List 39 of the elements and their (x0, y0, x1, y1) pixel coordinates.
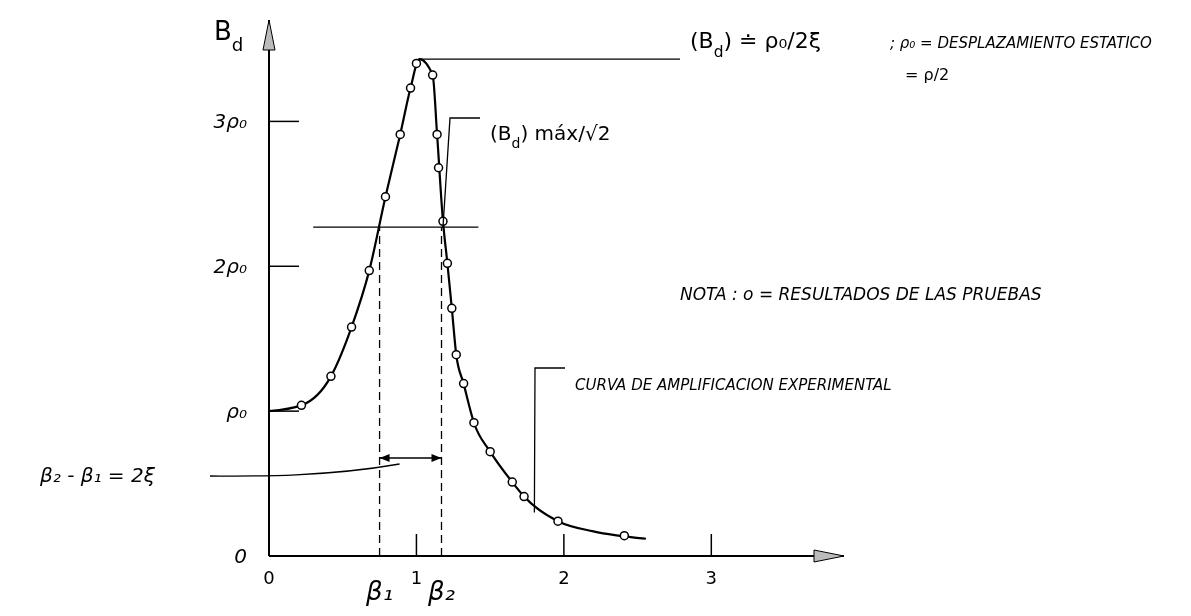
point (326, 371, 336, 382)
point (380, 191, 391, 202)
point (433, 163, 444, 173)
annotation: CURVA DE AMPLIFICACION EXPERIMENTAL (575, 376, 892, 394)
text: = ρ/2 (905, 65, 950, 84)
x-tick-label: 2 (558, 567, 570, 588)
point (432, 129, 442, 140)
y-axis-title: B$_{d}$ (214, 16, 244, 55)
y-tick-label: 3ρ₀ (213, 109, 247, 134)
ref-line-label: β₂ (426, 576, 456, 606)
annotation: (B$_{d}$) máx/√2 (490, 121, 611, 151)
point (405, 83, 416, 93)
point (442, 258, 453, 269)
point (485, 446, 495, 457)
annotation: (B$_{d}$) ≐ ρ₀/2ξ (690, 28, 821, 61)
point (451, 349, 461, 360)
y-tick-label: ρ₀ (226, 399, 247, 424)
text: ; ρ₀ = DESPLAZAMIENTO ESTATICO (890, 34, 1153, 52)
point (447, 303, 457, 314)
point (395, 129, 405, 140)
y-tick-label: 2ρ₀ (213, 254, 247, 279)
point (619, 530, 630, 541)
x-tick-label: 0 (263, 567, 275, 588)
point (519, 491, 529, 502)
point (469, 417, 479, 428)
annotation: NOTA : o = RESULTADOS DE LAS PRUEBAS (680, 284, 1042, 304)
y-tick-label: 0 (234, 544, 247, 568)
x-tick-label: 3 (705, 567, 718, 588)
point (507, 477, 518, 487)
point (296, 400, 307, 411)
point (346, 322, 357, 332)
point (553, 516, 563, 526)
ref-line-label: β₁ (365, 576, 394, 606)
point (364, 265, 375, 276)
text: β₂ - β₁ = 2ξ (39, 463, 156, 487)
point (427, 70, 438, 80)
point (411, 58, 422, 69)
point (458, 378, 469, 389)
x-tick-label: 1 (410, 567, 423, 588)
